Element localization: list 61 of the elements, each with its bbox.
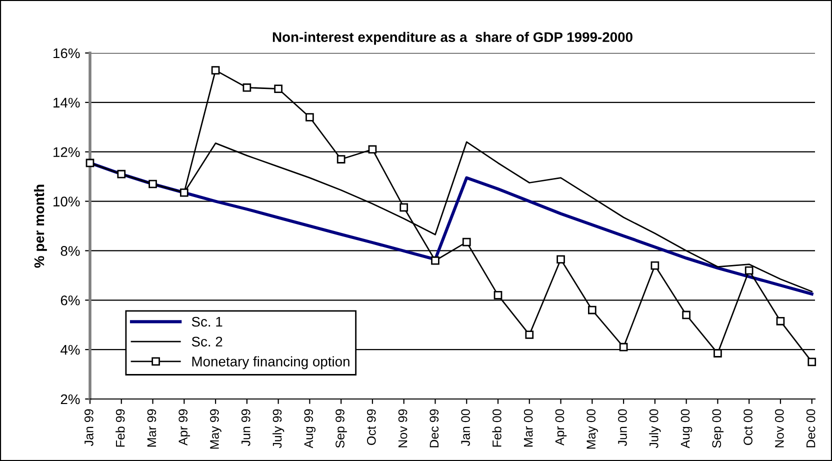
x-tick-label: Sep 00	[712, 409, 724, 448]
x-tick-label: Sep 99	[336, 409, 347, 448]
x-tick-label: Nov 99	[398, 409, 408, 448]
y-tick-label: 10%	[54, 196, 80, 206]
point	[400, 203, 408, 212]
point	[808, 358, 816, 366]
y-tick-label: 2%	[60, 394, 80, 404]
x-tick-label: May 99	[210, 409, 222, 449]
point	[148, 180, 157, 188]
x-tick-label: July 99	[272, 409, 284, 448]
point	[682, 310, 690, 320]
x-tick-label: Dec 00	[806, 409, 816, 448]
x-tick-label: Oct 00	[744, 409, 752, 445]
y-tick-label: 4%	[60, 344, 80, 355]
point	[650, 261, 660, 270]
point	[776, 316, 785, 326]
y-tick-label: 12%	[54, 147, 80, 157]
legend-label: Sc. 1	[192, 316, 222, 327]
point	[336, 155, 346, 164]
y-tick-label: 6%	[60, 295, 80, 306]
point	[462, 238, 471, 246]
x-tick-label: Jan 99	[84, 409, 94, 446]
point	[744, 266, 754, 275]
x-tick-label: Nov 00	[774, 409, 784, 448]
x-tick-label: May 00	[586, 409, 598, 449]
point	[431, 256, 440, 265]
x-tick-label: Feb 00	[492, 409, 502, 447]
y-tick-label: 8%	[60, 246, 80, 256]
legend-label: Monetary financing option	[192, 356, 350, 370]
point	[306, 113, 314, 122]
x-tick-label: Mar 99	[147, 409, 156, 447]
y-axis-title: % per month	[34, 184, 47, 268]
x-tick-label: Aug 99	[304, 409, 316, 448]
point	[274, 84, 282, 94]
point	[494, 291, 502, 300]
x-tick-label: Feb 99	[116, 409, 125, 447]
point	[525, 330, 534, 339]
y-tick-label: 16%	[54, 48, 80, 58]
x-tick-label: Mar 00	[524, 409, 533, 447]
point	[117, 170, 126, 178]
x-tick-label: Jun 99	[241, 409, 250, 446]
x-tick-label: Aug 00	[680, 409, 692, 448]
chart-title: Non-interest expenditure as a share of GDP 1999-2000	[272, 32, 632, 45]
x-tick-label: Apr 00	[555, 409, 567, 446]
point	[619, 342, 628, 352]
point	[86, 158, 94, 168]
point	[180, 188, 188, 197]
point	[368, 145, 377, 154]
point	[242, 83, 252, 92]
x-tick-label: Apr 99	[178, 409, 190, 446]
x-tick-label: Jun 00	[618, 409, 627, 446]
x-tick-label: Oct 99	[366, 409, 376, 445]
x-tick-label: Dec 99	[430, 409, 439, 448]
legend-label: Sc. 2	[192, 336, 222, 347]
x-tick-label: July 00	[649, 409, 661, 448]
point	[714, 349, 722, 358]
point	[211, 66, 220, 74]
x-tick-label: Jan 00	[461, 409, 470, 446]
point	[556, 255, 565, 264]
point	[588, 306, 596, 314]
y-tick-label: 14%	[54, 98, 80, 108]
